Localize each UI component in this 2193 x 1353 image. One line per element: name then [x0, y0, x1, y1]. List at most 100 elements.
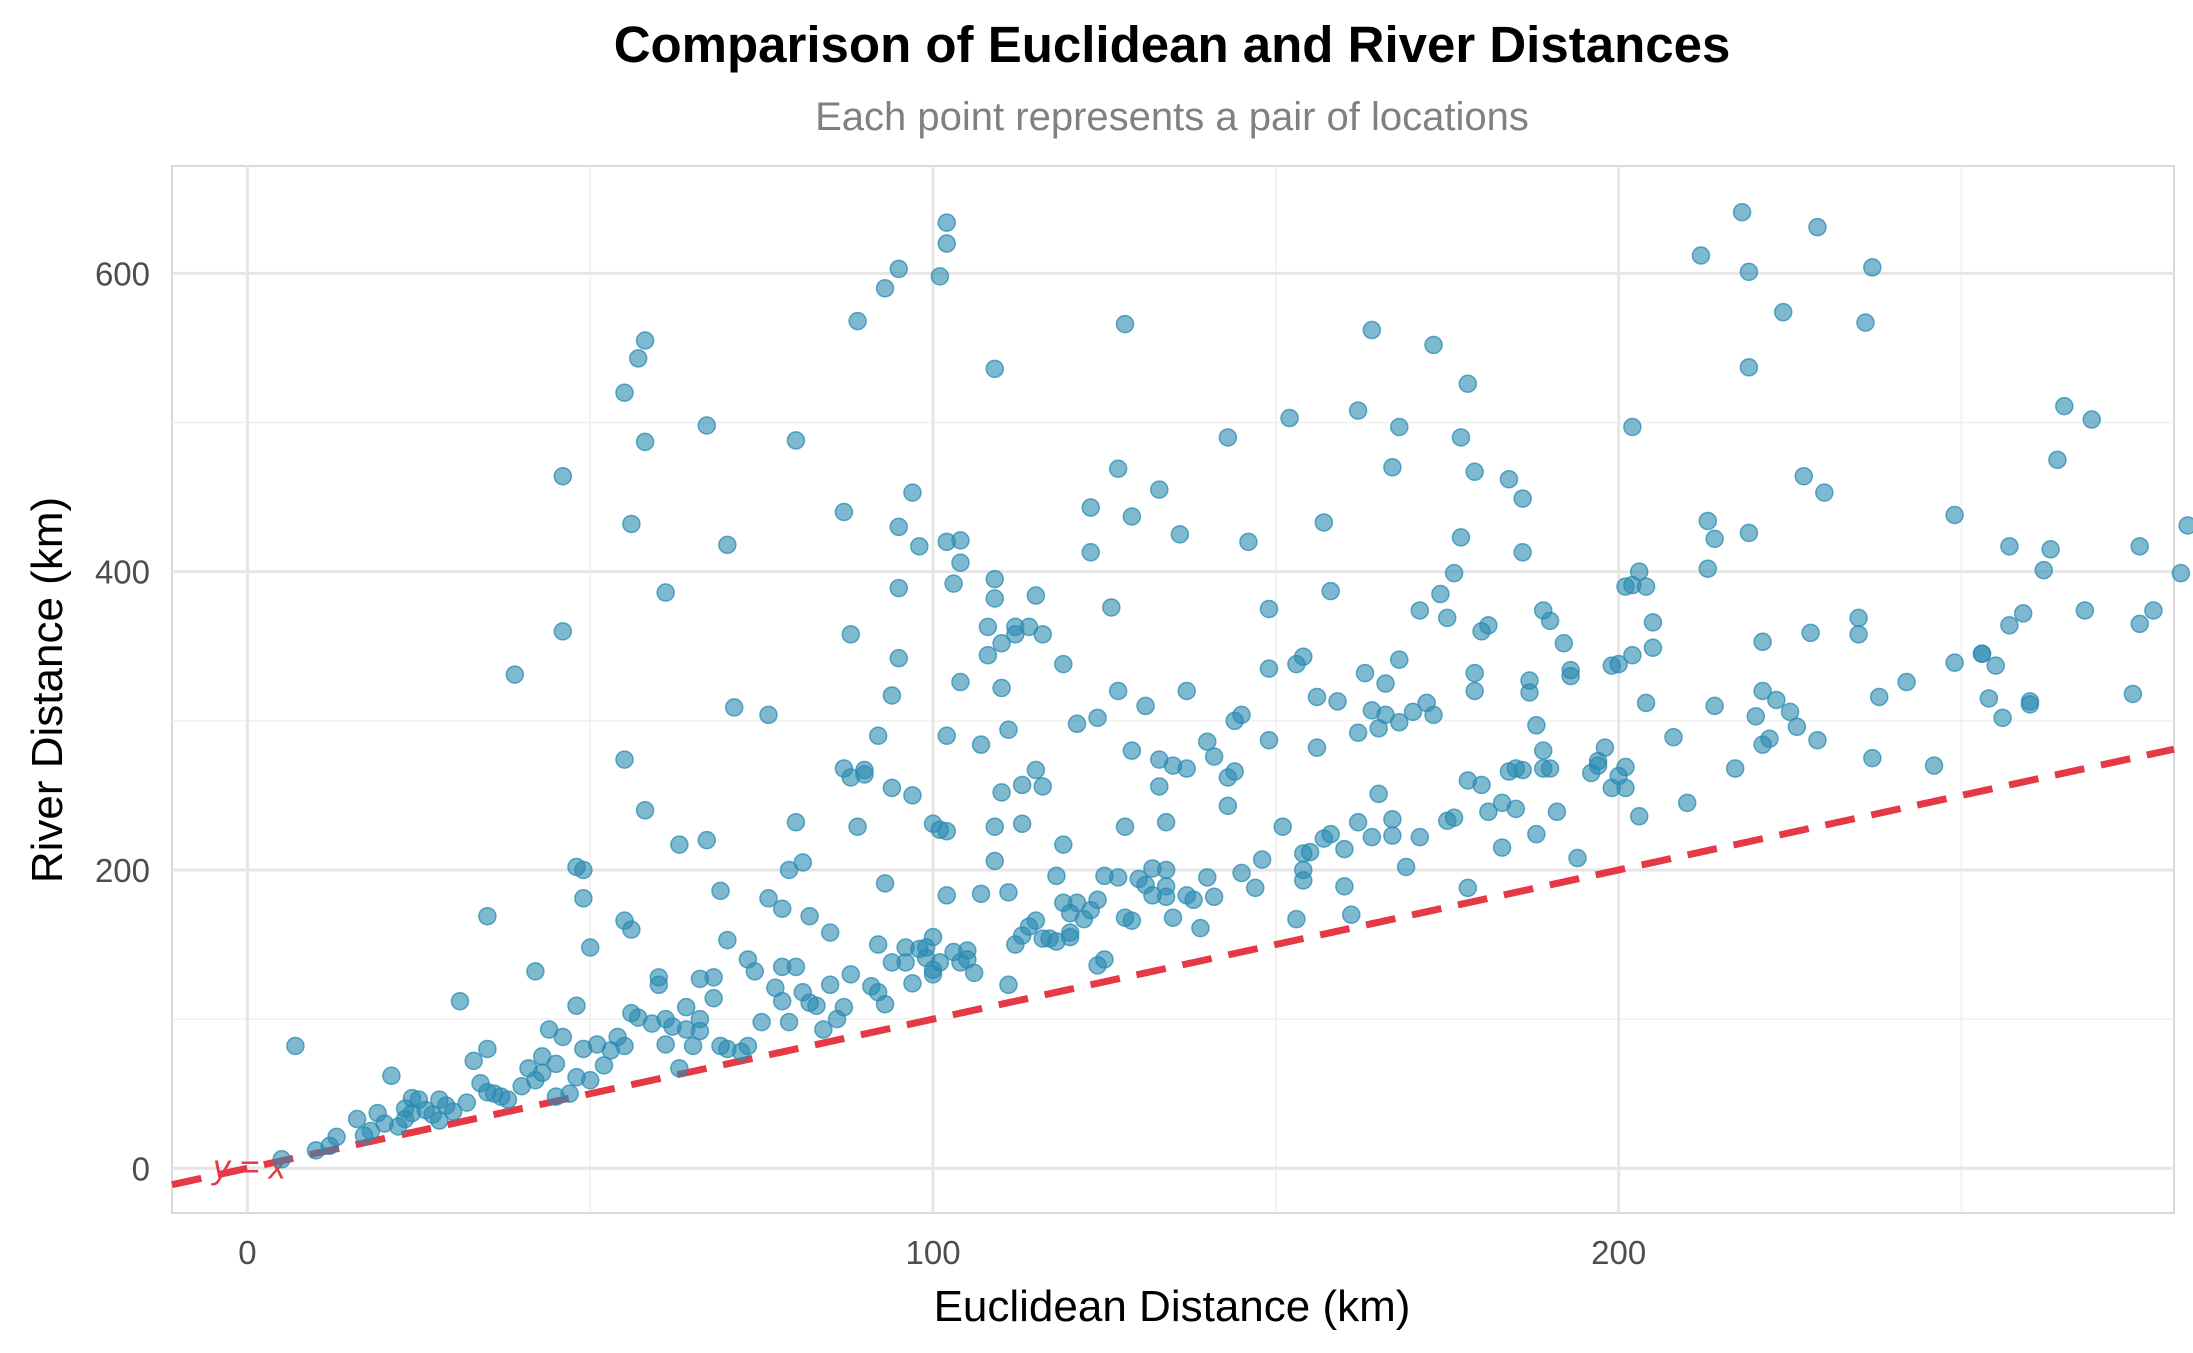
data-point	[889, 648, 909, 668]
data-point	[690, 1021, 710, 1041]
data-point	[1897, 672, 1916, 692]
data-point	[2020, 692, 2040, 711]
data-point	[430, 1111, 449, 1130]
data-point	[1047, 866, 1066, 886]
data-point	[841, 625, 861, 644]
data-point	[1108, 868, 1128, 887]
data-point	[848, 817, 867, 836]
data-point	[1390, 713, 1409, 732]
data-point	[1993, 708, 2012, 728]
data-point	[2055, 396, 2074, 416]
data-point	[1698, 511, 1718, 531]
data-point	[478, 906, 497, 926]
data-point	[1595, 738, 1615, 757]
data-point	[711, 881, 730, 901]
plot-panel	[171, 165, 2175, 1214]
data-point	[1156, 860, 1176, 880]
data-point	[1294, 647, 1313, 666]
data-point	[820, 923, 840, 942]
data-point	[1252, 850, 1272, 869]
data-point	[1012, 814, 1032, 833]
data-point	[1986, 656, 2005, 675]
data-point	[1677, 793, 1697, 813]
data-point	[1863, 258, 1882, 277]
data-point	[1342, 905, 1361, 924]
data-point	[1369, 784, 1388, 804]
data-point	[910, 537, 929, 556]
data-point	[1307, 738, 1327, 757]
data-point	[1458, 878, 1478, 898]
data-point	[1088, 708, 1107, 728]
data-point	[1348, 812, 1368, 832]
data-point	[635, 801, 655, 820]
data-point	[868, 726, 888, 745]
data-point	[889, 578, 909, 598]
data-point	[1499, 469, 1519, 489]
data-point	[1424, 335, 1443, 355]
data-point	[1458, 374, 1478, 394]
data-point	[676, 997, 696, 1017]
data-point	[272, 1150, 291, 1169]
data-point	[937, 821, 956, 841]
data-point	[1204, 887, 1224, 907]
data-point	[1437, 608, 1457, 628]
data-point	[2178, 516, 2193, 535]
data-point	[1705, 696, 1724, 716]
data-point	[985, 569, 1004, 589]
data-point	[2048, 450, 2067, 470]
data-point	[1239, 532, 1258, 552]
data-point	[1122, 507, 1142, 526]
data-point	[1060, 927, 1080, 947]
data-point	[930, 953, 950, 972]
data-point	[622, 920, 641, 939]
data-point	[580, 938, 600, 957]
data-point	[882, 778, 902, 798]
data-point	[1300, 842, 1320, 862]
data-point	[1102, 598, 1121, 617]
data-point	[1198, 868, 1217, 887]
data-point	[868, 935, 888, 954]
data-point	[656, 583, 675, 602]
data-point	[1609, 654, 1628, 674]
data-point	[985, 851, 1004, 871]
x-tick-label: 200	[1591, 1234, 1646, 1271]
data-point	[903, 483, 922, 502]
data-point	[1150, 777, 1169, 796]
data-point	[1396, 857, 1416, 877]
data-point	[937, 726, 956, 745]
data-point	[1012, 775, 1032, 795]
data-point	[1218, 428, 1238, 447]
data-point	[903, 786, 922, 805]
data-point	[951, 672, 970, 692]
data-point	[1465, 462, 1484, 481]
data-point	[1054, 835, 1073, 854]
data-point	[1623, 645, 1642, 665]
data-point	[752, 1012, 771, 1032]
data-point	[1746, 707, 1766, 726]
data-point	[1348, 401, 1368, 420]
data-point	[2075, 601, 2095, 620]
data-point	[635, 432, 655, 452]
data-point	[553, 1027, 573, 1047]
data-point	[1150, 480, 1169, 499]
data-point	[1451, 428, 1471, 447]
data-point	[786, 431, 806, 450]
data-point	[889, 517, 909, 537]
data-point	[1794, 466, 1814, 486]
data-point	[1972, 644, 1992, 663]
data-point	[1335, 839, 1354, 859]
data-point	[718, 930, 737, 950]
data-point	[1026, 760, 1046, 780]
data-point	[1088, 890, 1107, 910]
data-point	[1629, 807, 1649, 826]
data-point	[951, 531, 970, 550]
data-point	[1115, 817, 1135, 836]
data-point	[2034, 560, 2053, 580]
data-point	[992, 783, 1011, 802]
data-point	[382, 1066, 401, 1086]
data-point	[786, 957, 806, 977]
data-point	[759, 705, 778, 725]
data-point	[1444, 563, 1464, 583]
data-point	[1643, 613, 1663, 632]
